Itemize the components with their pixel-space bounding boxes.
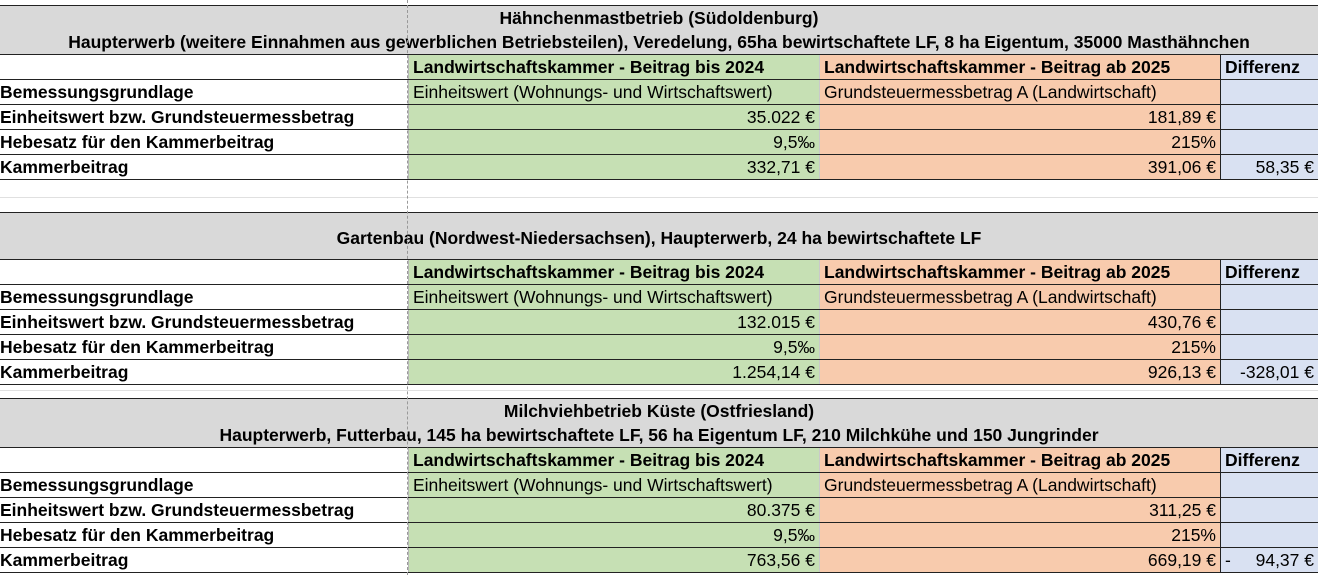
row-hebesatz: Hebesatz für den Kammerbeitrag 9,5‰ 215% bbox=[0, 523, 1318, 548]
cell-beitrag-bis-2024[interactable]: 9,5‰ bbox=[408, 523, 819, 547]
table-title: Milchviehbetrieb Küste (Ostfriesland) Hau… bbox=[0, 398, 1318, 448]
diff-amount: 94,37 € bbox=[1255, 550, 1314, 570]
cell-differenz[interactable] bbox=[1220, 498, 1318, 522]
cell-beitrag-bis-2024[interactable]: Landwirtschaftskammer - Beitrag bis 2024 bbox=[408, 260, 819, 284]
page-break-line bbox=[407, 0, 408, 575]
cell-differenz[interactable]: Differenz bbox=[1220, 260, 1318, 284]
cell-beitrag-bis-2024[interactable]: 1.254,14 € bbox=[408, 360, 819, 384]
cell-beitrag-ab-2025[interactable]: 181,89 € bbox=[819, 105, 1220, 129]
cell-differenz[interactable]: 58,35 € bbox=[1220, 155, 1318, 179]
cell-differenz[interactable] bbox=[1220, 473, 1318, 497]
header-row: Landwirtschaftskammer - Beitrag bis 2024… bbox=[0, 260, 1318, 285]
header-row: Landwirtschaftskammer - Beitrag bis 2024… bbox=[0, 55, 1318, 80]
title-line: Hähnchenmastbetrieb (Südoldenburg) bbox=[499, 8, 819, 28]
cell-beitrag-ab-2025[interactable]: 215% bbox=[819, 335, 1220, 359]
cell-differenz[interactable]: - 94,37 € bbox=[1220, 548, 1318, 572]
cell-beitrag-ab-2025[interactable]: Grundsteuermessbetrag A (Landwirtschaft) bbox=[819, 285, 1220, 309]
cell-beitrag-ab-2025[interactable]: 215% bbox=[819, 130, 1220, 154]
cell-beitrag-bis-2024[interactable]: Einheitswert (Wohnungs- und Wirtschaftsw… bbox=[408, 80, 819, 104]
table-milchvieh: Milchviehbetrieb Küste (Ostfriesland) Hau… bbox=[0, 398, 1318, 573]
cell-beitrag-ab-2025[interactable]: Landwirtschaftskammer - Beitrag ab 2025 bbox=[819, 260, 1220, 284]
cell-beitrag-bis-2024[interactable]: 132.015 € bbox=[408, 310, 819, 334]
cell-differenz[interactable] bbox=[1220, 335, 1318, 359]
row-hebesatz: Hebesatz für den Kammerbeitrag 9,5‰ 215% bbox=[0, 335, 1318, 360]
cell-beitrag-bis-2024[interactable]: Einheitswert (Wohnungs- und Wirtschaftsw… bbox=[408, 473, 819, 497]
cell-beitrag-ab-2025[interactable]: 215% bbox=[819, 523, 1220, 547]
cell-beitrag-ab-2025[interactable]: Landwirtschaftskammer - Beitrag ab 2025 bbox=[819, 55, 1220, 79]
title-line: Gartenbau (Nordwest-Niedersachsen), Haup… bbox=[336, 228, 982, 248]
row-label[interactable]: Bemessungsgrundlage bbox=[0, 287, 194, 307]
table-haehnchenmast: Hähnchenmastbetrieb (Südoldenburg) Haupte… bbox=[0, 5, 1318, 180]
cell-beitrag-ab-2025[interactable]: 391,06 € bbox=[819, 155, 1220, 179]
cell-beitrag-ab-2025[interactable]: Grundsteuermessbetrag A (Landwirtschaft) bbox=[819, 473, 1220, 497]
cell-beitrag-bis-2024[interactable]: 35.022 € bbox=[408, 105, 819, 129]
title-line: Haupterwerb (weitere Einnahmen aus gewer… bbox=[68, 32, 1250, 52]
row-label[interactable]: Kammerbeitrag bbox=[0, 157, 129, 177]
cell-differenz[interactable] bbox=[1220, 105, 1318, 129]
table-gartenbau: Gartenbau (Nordwest-Niedersachsen), Haup… bbox=[0, 212, 1318, 385]
cell-beitrag-bis-2024[interactable]: Einheitswert (Wohnungs- und Wirtschaftsw… bbox=[408, 285, 819, 309]
row-hebesatz: Hebesatz für den Kammerbeitrag 9,5‰ 215% bbox=[0, 130, 1318, 155]
row-label[interactable] bbox=[0, 260, 408, 284]
row-label[interactable]: Bemessungsgrundlage bbox=[0, 475, 194, 495]
cell-differenz[interactable] bbox=[1220, 285, 1318, 309]
row-label[interactable]: Kammerbeitrag bbox=[0, 550, 129, 570]
title-line: Milchviehbetrieb Küste (Ostfriesland) bbox=[503, 401, 815, 421]
cell-beitrag-ab-2025[interactable]: Grundsteuermessbetrag A (Landwirtschaft) bbox=[819, 80, 1220, 104]
cell-differenz[interactable] bbox=[1220, 310, 1318, 334]
row-bemessungsgrundlage: Bemessungsgrundlage Einheitswert (Wohnung… bbox=[0, 80, 1318, 105]
table-title: Hähnchenmastbetrieb (Südoldenburg) Haupte… bbox=[0, 5, 1318, 55]
header-row: Landwirtschaftskammer - Beitrag bis 2024… bbox=[0, 448, 1318, 473]
cell-beitrag-bis-2024[interactable]: 332,71 € bbox=[408, 155, 819, 179]
row-kammerbeitrag: Kammerbeitrag 1.254,14 €926,13 € -328,01 € bbox=[0, 360, 1318, 385]
row-label[interactable]: Einheitswert bzw. Grundsteuermessbetrag bbox=[0, 107, 355, 127]
cell-beitrag-bis-2024[interactable]: 763,56 € bbox=[408, 548, 819, 572]
row-bemessungsgrundlage: Bemessungsgrundlage Einheitswert (Wohnung… bbox=[0, 285, 1318, 310]
title-line: Haupterwerb, Futterbau, 145 ha bewirtsch… bbox=[219, 425, 1099, 445]
cell-beitrag-bis-2024[interactable]: Landwirtschaftskammer - Beitrag bis 2024 bbox=[408, 448, 819, 472]
cell-differenz[interactable]: Differenz bbox=[1220, 448, 1318, 472]
cell-beitrag-ab-2025[interactable]: 926,13 € bbox=[819, 360, 1220, 384]
cell-differenz[interactable] bbox=[1220, 523, 1318, 547]
cell-differenz[interactable] bbox=[1220, 80, 1318, 104]
cell-beitrag-ab-2025[interactable]: 669,19 € bbox=[819, 548, 1220, 572]
row-kammerbeitrag: Kammerbeitrag 763,56 €669,19 € - 94,37 € bbox=[0, 548, 1318, 573]
cell-beitrag-bis-2024[interactable]: Landwirtschaftskammer - Beitrag bis 2024 bbox=[408, 55, 819, 79]
cell-beitrag-ab-2025[interactable]: 430,76 € bbox=[819, 310, 1220, 334]
diff-amount: 58,35 € bbox=[1255, 157, 1314, 177]
row-einheitswert: Einheitswert bzw. Grundsteuermessbetrag 8… bbox=[0, 498, 1318, 523]
cell-beitrag-bis-2024[interactable]: 9,5‰ bbox=[408, 130, 819, 154]
row-label[interactable]: Einheitswert bzw. Grundsteuermessbetrag bbox=[0, 500, 355, 520]
row-label[interactable] bbox=[0, 55, 408, 79]
cell-differenz[interactable]: Differenz bbox=[1220, 55, 1318, 79]
diff-amount: -328,01 € bbox=[1240, 362, 1314, 382]
cell-differenz[interactable]: -328,01 € bbox=[1220, 360, 1318, 384]
diff-sign: - bbox=[1225, 550, 1231, 570]
cell-beitrag-ab-2025[interactable]: 311,25 € bbox=[819, 498, 1220, 522]
cell-beitrag-bis-2024[interactable]: 80.375 € bbox=[408, 498, 819, 522]
table-title: Gartenbau (Nordwest-Niedersachsen), Haup… bbox=[0, 212, 1318, 260]
row-label[interactable]: Hebesatz für den Kammerbeitrag bbox=[0, 337, 275, 357]
row-label[interactable]: Einheitswert bzw. Grundsteuermessbetrag bbox=[0, 312, 355, 332]
row-kammerbeitrag: Kammerbeitrag 332,71 €391,06 € 58,35 € bbox=[0, 155, 1318, 180]
row-label[interactable]: Kammerbeitrag bbox=[0, 362, 129, 382]
cell-beitrag-bis-2024[interactable]: 9,5‰ bbox=[408, 335, 819, 359]
row-label[interactable] bbox=[0, 448, 408, 472]
row-einheitswert: Einheitswert bzw. Grundsteuermessbetrag 3… bbox=[0, 105, 1318, 130]
row-bemessungsgrundlage: Bemessungsgrundlage Einheitswert (Wohnung… bbox=[0, 473, 1318, 498]
row-label[interactable]: Hebesatz für den Kammerbeitrag bbox=[0, 525, 275, 545]
row-label[interactable]: Hebesatz für den Kammerbeitrag bbox=[0, 132, 275, 152]
row-einheitswert: Einheitswert bzw. Grundsteuermessbetrag 1… bbox=[0, 310, 1318, 335]
row-label[interactable]: Bemessungsgrundlage bbox=[0, 82, 194, 102]
cell-beitrag-ab-2025[interactable]: Landwirtschaftskammer - Beitrag ab 2025 bbox=[819, 448, 1220, 472]
cell-differenz[interactable] bbox=[1220, 130, 1318, 154]
